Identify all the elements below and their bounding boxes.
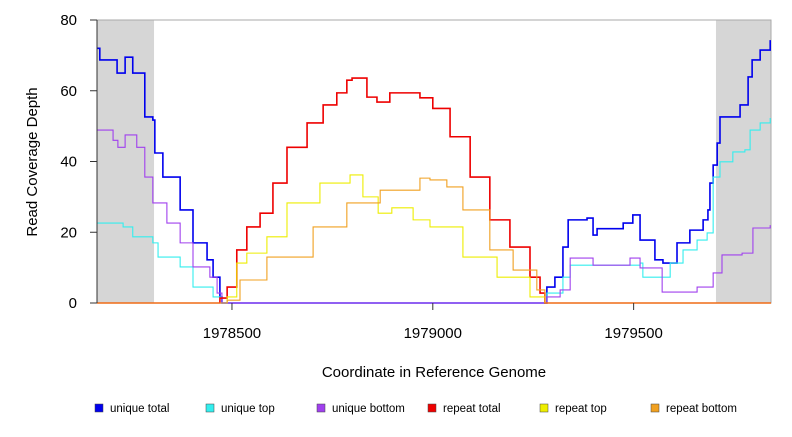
x-tick-label: 1979000 (404, 325, 462, 342)
legend-swatch (650, 403, 660, 413)
legend-swatch (205, 403, 215, 413)
series-lines (97, 40, 771, 304)
x-ticks: 1978500 1979000 1979500 (203, 303, 663, 342)
series-line-unique-bottom (97, 129, 771, 304)
y-tick-label: 80 (60, 12, 77, 29)
shaded-regions (97, 20, 771, 303)
y-axis-label: Read Coverage Depth (24, 87, 41, 236)
legend-item: repeat total (427, 403, 501, 415)
legend: unique total unique top unique bottom repea… (94, 403, 737, 415)
x-tick-label: 1978500 (203, 325, 261, 342)
series-line-unique-total (97, 40, 771, 304)
x-tick-label: 1979500 (604, 325, 662, 342)
legend-item: unique bottom (316, 403, 405, 415)
series-line-repeat-total (97, 77, 771, 304)
legend-item: unique top (205, 403, 275, 415)
legend-label: unique top (221, 403, 275, 415)
legend-label: unique bottom (332, 403, 405, 415)
legend-swatch (539, 403, 549, 413)
legend-swatch (94, 403, 104, 413)
legend-swatch (316, 403, 326, 413)
y-tick-label: 40 (60, 154, 77, 171)
legend-label: unique total (110, 403, 169, 415)
legend-item: repeat top (539, 403, 607, 415)
series-line-repeat-bottom (97, 177, 771, 304)
y-tick-label: 60 (60, 83, 77, 100)
y-tick-label: 0 (69, 295, 77, 312)
y-ticks: 0 20 40 60 80 (60, 12, 97, 312)
legend-item: unique total (94, 403, 169, 415)
legend-item: repeat bottom (650, 403, 737, 415)
legend-swatch (427, 403, 437, 413)
series-line-unique-top (97, 117, 771, 304)
series-line-repeat-top (97, 174, 771, 304)
plot-box (96, 19, 772, 304)
legend-label: repeat top (555, 403, 607, 415)
legend-label: repeat total (443, 403, 501, 415)
legend-label: repeat bottom (666, 403, 737, 415)
y-tick-label: 20 (60, 224, 77, 241)
x-axis-label: Coordinate in Reference Genome (322, 364, 546, 381)
